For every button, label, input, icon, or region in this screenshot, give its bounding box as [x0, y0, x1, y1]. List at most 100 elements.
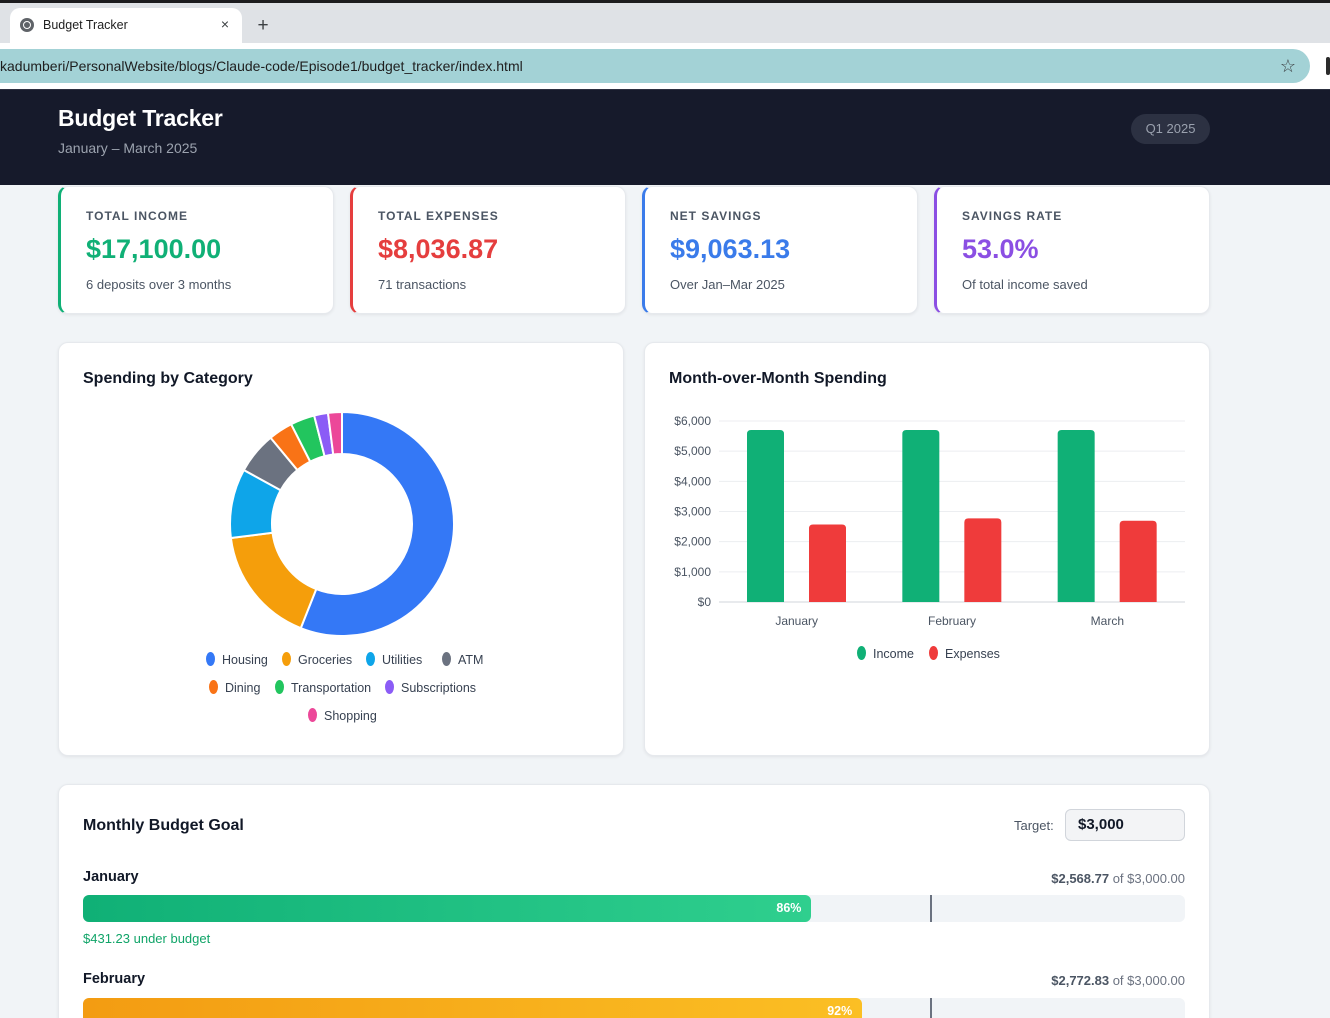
tab-title: Budget Tracker	[43, 18, 128, 32]
stat-value: $8,036.87	[378, 234, 499, 264]
bar-income-february[interactable]	[902, 430, 940, 602]
legend-item-subscriptions[interactable]: Subscriptions	[385, 680, 476, 695]
progress-percent: 86%	[776, 901, 802, 915]
bar-income-march[interactable]	[1057, 430, 1095, 602]
stat-label: TOTAL EXPENSES	[378, 209, 499, 223]
bar-expenses-january[interactable]	[809, 524, 846, 602]
url-text: kadumberi/PersonalWebsite/blogs/Claude-c…	[0, 58, 523, 74]
legend-item-dining[interactable]: Dining	[209, 680, 260, 695]
target-marker	[930, 998, 932, 1018]
y-tick-label: $6,000	[674, 414, 711, 428]
budget-goal-card: Monthly Budget Goal Target: $3,000 Janua…	[58, 784, 1210, 1018]
stat-note: Of total income saved	[962, 277, 1088, 292]
month-amount-february: $2,772.83 of $3,000.00	[1051, 973, 1185, 988]
spent-value: $2,772.83	[1051, 973, 1110, 988]
monthly-bar-chart: $0 $1,000 $2,000 $3,000 $4,000 $5,000 $6,000 Ja…	[674, 414, 1185, 628]
browser-toolbar: kadumberi/PersonalWebsite/blogs/Claude-c…	[0, 43, 1330, 89]
y-tick-label: $3,000	[674, 505, 711, 519]
stat-label: TOTAL INCOME	[86, 209, 188, 223]
bar-expenses-february[interactable]	[964, 518, 1002, 602]
legend-label: Groceries	[298, 653, 353, 667]
legend-item-utilities[interactable]: Utilities	[366, 652, 422, 667]
legend-item-groceries[interactable]: Groceries	[282, 652, 352, 667]
bar-income-january[interactable]	[747, 430, 784, 602]
stat-value: $9,063.13	[670, 234, 791, 264]
progress-percent: 92%	[827, 1004, 853, 1018]
spent-value: $2,568.77	[1051, 871, 1110, 886]
y-tick-label: $4,000	[674, 474, 711, 488]
category-chart-card: Spending by Category Housing Groceries Uti…	[58, 342, 624, 756]
legend-label: Income	[873, 647, 914, 661]
legend-swatch	[308, 708, 317, 722]
new-tab-button[interactable]: +	[257, 15, 269, 36]
bookmark-star-icon[interactable]: ☆	[1279, 56, 1296, 76]
monthly-chart-title: Month-over-Month Spending	[669, 370, 887, 387]
legend-label: Utilities	[382, 653, 423, 667]
window-top-edge	[0, 0, 1330, 3]
stat-note: 6 deposits over 3 months	[86, 277, 232, 292]
legend-label: Subscriptions	[401, 681, 477, 695]
browser-tab[interactable]: Budget Tracker ×	[10, 8, 242, 43]
stat-value: $17,100.00	[86, 234, 222, 264]
progress-track-january: 86%	[83, 895, 1185, 922]
legend-label: ATM	[458, 653, 484, 667]
donut-slice-housing[interactable]	[299, 410, 455, 637]
legend-item-income[interactable]: Income	[857, 646, 914, 661]
y-tick-label: $1,000	[674, 565, 711, 579]
legend-swatch	[442, 652, 451, 666]
stat-card-total-income: TOTAL INCOME $17,100.00 6 deposits over …	[58, 186, 334, 314]
legend-swatch	[209, 680, 218, 694]
legend-item-housing[interactable]: Housing	[206, 652, 268, 667]
tab-strip: Budget Tracker × +	[0, 3, 1330, 43]
progress-fill-february: 92%	[83, 998, 863, 1018]
legend-swatch	[206, 652, 215, 666]
page-header: Budget Tracker January – March 2025 Q1 2…	[0, 89, 1330, 185]
bar-expenses-march[interactable]	[1119, 520, 1157, 602]
month-name-february: February	[83, 971, 146, 987]
legend-swatch	[857, 646, 866, 660]
legend-label: Dining	[225, 681, 261, 695]
legend-swatch	[929, 646, 938, 660]
legend-swatch	[385, 680, 394, 694]
period-badge: Q1 2025	[1131, 114, 1210, 144]
category-donut-chart	[229, 410, 455, 637]
month-amount-january: $2,568.77 of $3,000.00	[1051, 871, 1185, 886]
of-target-text: of $3,000.00	[1109, 871, 1185, 886]
target-input[interactable]: $3,000	[1065, 809, 1185, 841]
donut-slice-shopping[interactable]	[326, 410, 343, 456]
page-title: Budget Tracker	[58, 105, 223, 131]
x-tick-label: January	[775, 614, 818, 628]
close-icon[interactable]: ×	[220, 16, 230, 32]
monthly-chart-card: Month-over-Month Spending $0 $1,000 $2,000…	[644, 342, 1210, 756]
legend-label: Expenses	[945, 647, 1000, 661]
of-target-text: of $3,000.00	[1109, 973, 1185, 988]
budget-goal-title: Monthly Budget Goal	[83, 817, 244, 834]
legend-swatch	[282, 652, 291, 666]
stat-card-net-savings: NET SAVINGS $9,063.13 Over Jan–Mar 2025	[642, 186, 918, 314]
menu-edge-icon[interactable]	[1326, 57, 1330, 75]
stat-label: SAVINGS RATE	[962, 209, 1063, 223]
legend-item-expenses[interactable]: Expenses	[929, 646, 1000, 661]
address-bar[interactable]: kadumberi/PersonalWebsite/blogs/Claude-c…	[0, 49, 1310, 83]
globe-icon	[20, 18, 34, 32]
legend-swatch	[366, 652, 375, 666]
x-tick-label: February	[928, 614, 976, 628]
category-chart-title: Spending by Category	[83, 370, 253, 387]
stat-value: 53.0%	[962, 234, 1039, 264]
page-subtitle: January – March 2025	[58, 140, 198, 156]
legend-item-atm[interactable]: ATM	[442, 652, 483, 667]
stat-card-total-expenses: TOTAL EXPENSES $8,036.87 71 transactions	[350, 186, 626, 314]
y-tick-label: $5,000	[674, 444, 711, 458]
progress-fill-january: 86%	[83, 895, 812, 922]
progress-track-february: 92%	[83, 998, 1185, 1018]
legend-item-transportation[interactable]: Transportation	[275, 680, 371, 695]
donut-slice-groceries[interactable]	[229, 531, 318, 630]
y-tick-label: $0	[698, 595, 712, 609]
stat-note: Over Jan–Mar 2025	[670, 277, 785, 292]
legend-label: Housing	[222, 653, 268, 667]
target-marker	[930, 895, 932, 922]
legend-label: Transportation	[291, 681, 372, 695]
y-tick-label: $2,000	[674, 535, 711, 549]
legend-item-shopping[interactable]: Shopping	[308, 708, 377, 723]
stat-card-savings-rate: SAVINGS RATE 53.0% Of total income saved	[934, 186, 1210, 314]
